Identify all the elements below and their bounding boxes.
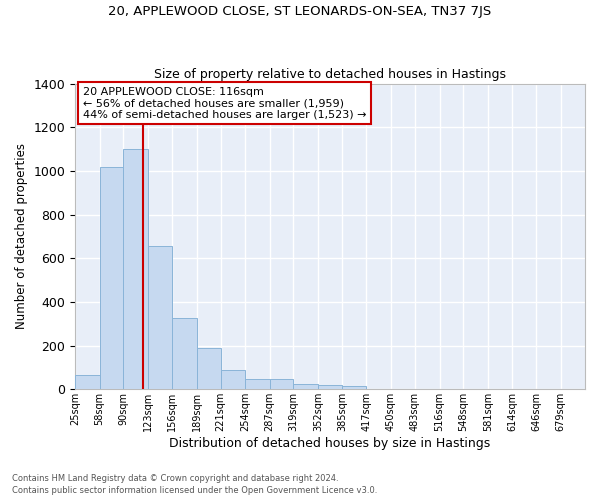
Bar [124, 149, 148, 390]
Bar [293, 384, 318, 390]
Bar [75, 375, 100, 390]
Bar [197, 348, 221, 390]
Bar [343, 386, 366, 390]
Text: 20, APPLEWOOD CLOSE, ST LEONARDS-ON-SEA, TN37 7JS: 20, APPLEWOOD CLOSE, ST LEONARDS-ON-SEA,… [109, 5, 491, 18]
Y-axis label: Number of detached properties: Number of detached properties [15, 144, 28, 330]
X-axis label: Distribution of detached houses by size in Hastings: Distribution of detached houses by size … [169, 437, 491, 450]
Bar [269, 380, 293, 390]
Bar [318, 385, 343, 390]
Bar [100, 166, 124, 390]
Bar [221, 370, 245, 390]
Text: Contains HM Land Registry data © Crown copyright and database right 2024.
Contai: Contains HM Land Registry data © Crown c… [12, 474, 377, 495]
Bar [172, 318, 197, 390]
Bar [148, 246, 172, 390]
Bar [245, 380, 269, 390]
Text: 20 APPLEWOOD CLOSE: 116sqm
← 56% of detached houses are smaller (1,959)
44% of s: 20 APPLEWOOD CLOSE: 116sqm ← 56% of deta… [83, 86, 366, 120]
Title: Size of property relative to detached houses in Hastings: Size of property relative to detached ho… [154, 68, 506, 81]
